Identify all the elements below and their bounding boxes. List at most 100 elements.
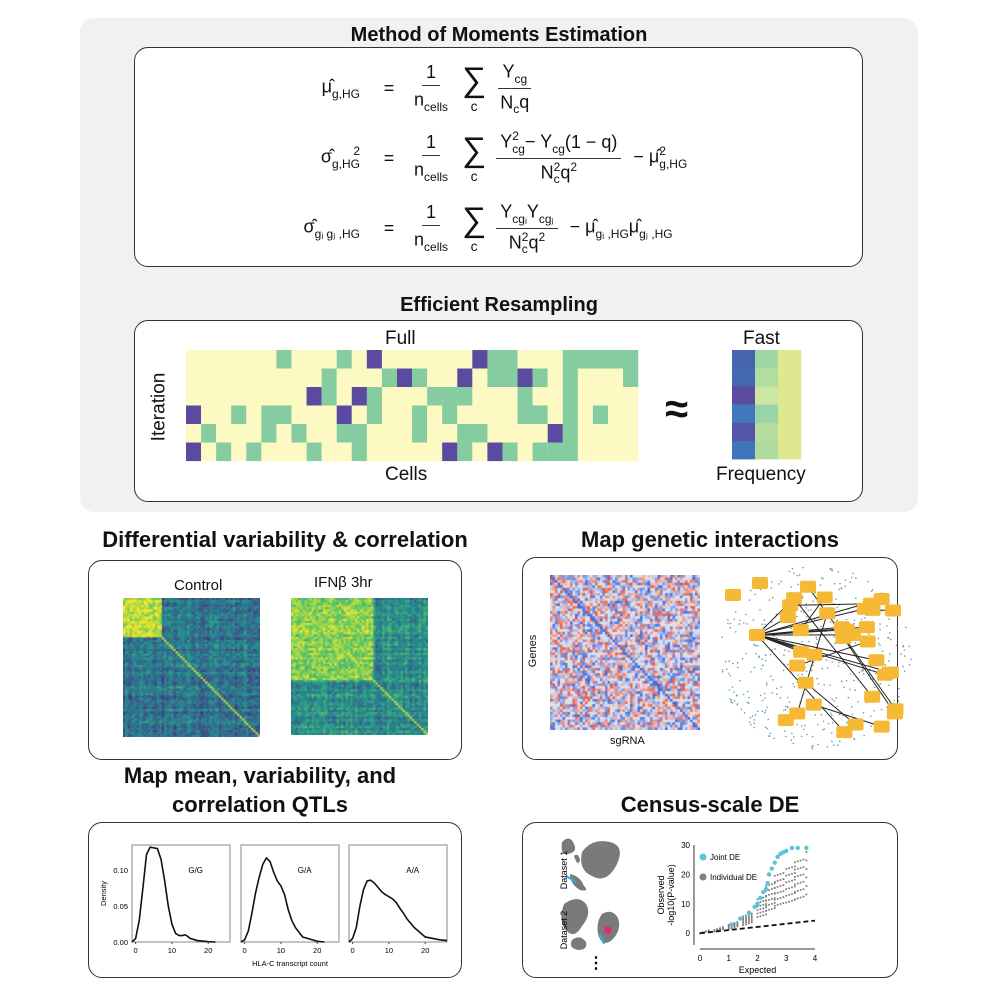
full-matrix-cell bbox=[577, 405, 594, 425]
network-minor-node bbox=[745, 652, 747, 655]
full-matrix-cell bbox=[412, 424, 428, 443]
individual-de-point bbox=[785, 894, 788, 897]
full-matrix-cell bbox=[487, 368, 503, 388]
network-minor-node bbox=[842, 714, 844, 717]
network-minor-node bbox=[769, 675, 772, 677]
genotype-label: A/A bbox=[406, 866, 420, 875]
network-minor-node bbox=[783, 649, 786, 651]
joint-de-point bbox=[729, 922, 734, 927]
individual-de-point bbox=[750, 914, 753, 917]
formula-row: σ̂ 2 g,HG = 1 n cells ∑ c Y 2 cg − Y cg (1 − q) N 2 c q… bbox=[150, 128, 850, 188]
full-matrix-cell bbox=[306, 368, 322, 388]
density-axes-frame bbox=[348, 844, 448, 943]
density-curve-G/G bbox=[131, 846, 216, 943]
network-minor-node bbox=[760, 668, 763, 670]
network-minor-node bbox=[840, 680, 843, 683]
network-minor-node bbox=[843, 686, 845, 689]
network-minor-node bbox=[811, 745, 813, 748]
network-minor-node bbox=[784, 730, 786, 732]
full-matrix-cell bbox=[442, 405, 458, 425]
individual-de-point bbox=[776, 885, 779, 888]
individual-de-point bbox=[716, 927, 719, 930]
network-minor-node bbox=[764, 623, 767, 626]
formula-term: − μ̂ gᵢ ,HG μ̂ gⱼ ,HG bbox=[570, 215, 673, 240]
individual-de-point bbox=[745, 919, 747, 922]
sum-symbol: ∑ c bbox=[462, 61, 487, 114]
fast-matrix-cell bbox=[755, 368, 779, 387]
network-minor-node bbox=[870, 590, 873, 593]
network-minor-node bbox=[890, 638, 892, 641]
full-matrix-cell bbox=[396, 350, 413, 369]
network-minor-node bbox=[764, 697, 766, 700]
formula-token: Y cgᵢ bbox=[500, 201, 527, 226]
network-minor-node bbox=[802, 566, 804, 569]
network-minor-node bbox=[867, 580, 869, 583]
x-tick-label: 4 bbox=[813, 954, 818, 963]
network-minor-node bbox=[803, 728, 805, 731]
individual-de-point bbox=[745, 914, 747, 917]
network-minor-node bbox=[879, 628, 881, 631]
individual-de-point bbox=[719, 927, 722, 930]
full-label: Full bbox=[385, 328, 416, 349]
full-matrix-cell bbox=[547, 405, 563, 425]
network-gene-node bbox=[885, 604, 902, 617]
network-minor-node bbox=[836, 744, 839, 746]
individual-de-point bbox=[770, 888, 773, 891]
formula-token: σ̂ 2 g,HG bbox=[320, 144, 360, 171]
fast-matrix-cell bbox=[732, 350, 756, 369]
network-minor-node bbox=[896, 627, 899, 630]
network-minor-node bbox=[877, 637, 880, 640]
dataset2-blue-highlight bbox=[599, 933, 605, 945]
full-matrix-cell bbox=[216, 368, 232, 388]
network-minor-node bbox=[765, 709, 767, 712]
network-gene-node bbox=[819, 607, 836, 620]
full-matrix-cell bbox=[592, 424, 609, 443]
individual-de-point bbox=[791, 872, 793, 875]
network-minor-node bbox=[812, 745, 814, 747]
individual-de-point bbox=[793, 872, 796, 875]
individual-de-point bbox=[742, 917, 745, 920]
network-minor-node bbox=[721, 636, 723, 639]
x-tick-label: 20 bbox=[313, 946, 321, 955]
network-minor-node bbox=[768, 599, 771, 601]
sgrna-label: sgRNA bbox=[610, 735, 645, 747]
network-minor-node bbox=[830, 732, 833, 734]
network-minor-node bbox=[837, 571, 839, 573]
network-minor-node bbox=[766, 727, 769, 730]
network-minor-node bbox=[862, 711, 865, 714]
density-plots: G/G 0 10 20 G/A 0 10 20 A/A 0 10 20 0.00 0.05 0.10 HLA-… bbox=[99, 844, 448, 968]
network-minor-node bbox=[831, 661, 833, 663]
full-matrix-cell bbox=[381, 442, 398, 462]
individual-de-point bbox=[727, 923, 730, 926]
network-minor-node bbox=[746, 623, 748, 625]
y-tick-label: 0.00 bbox=[113, 938, 128, 947]
fast-matrix-cell bbox=[732, 386, 756, 405]
network-minor-node bbox=[829, 684, 831, 687]
ellipsis: ⋮ bbox=[588, 955, 604, 972]
individual-de-point bbox=[765, 884, 768, 887]
network-minor-node bbox=[835, 697, 838, 699]
formula-term: Y 2 cg − Y cg (1 − q) bbox=[500, 130, 617, 155]
network-minor-node bbox=[753, 719, 756, 721]
full-matrix-cell bbox=[623, 405, 639, 425]
individual-de-point bbox=[745, 923, 747, 926]
genotype-label: G/G bbox=[188, 866, 203, 875]
network-minor-node bbox=[778, 583, 780, 585]
network-minor-node bbox=[771, 596, 774, 599]
network-minor-node bbox=[729, 698, 731, 700]
network-gene-node bbox=[797, 676, 814, 689]
individual-de-point bbox=[762, 914, 765, 917]
network-minor-node bbox=[761, 699, 764, 702]
individual-de-point bbox=[747, 920, 750, 923]
network-minor-node bbox=[736, 703, 739, 706]
formula-term: 1 bbox=[426, 132, 436, 152]
network-minor-node bbox=[773, 635, 775, 637]
full-matrix-cell bbox=[472, 442, 488, 462]
network-minor-node bbox=[726, 668, 728, 671]
network-minor-node bbox=[786, 663, 789, 666]
full-matrix-cell bbox=[623, 368, 639, 388]
network-minor-node bbox=[843, 662, 845, 664]
formula-term: 1 bbox=[426, 202, 436, 222]
dataset2-label: Dataset 2 bbox=[559, 911, 569, 950]
